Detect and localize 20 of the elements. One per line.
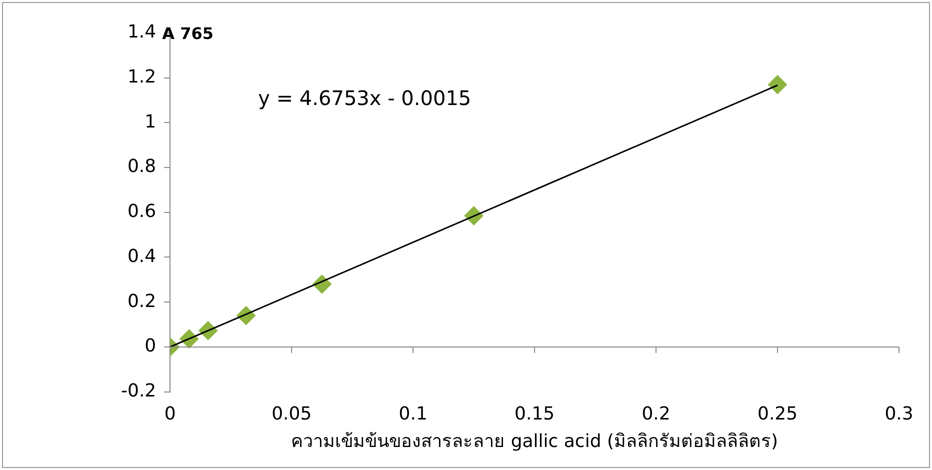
- y-tick-label: 0.4: [127, 246, 156, 267]
- y-tick-label: -0.2: [120, 380, 156, 402]
- y-tick-label: 1: [144, 111, 156, 132]
- x-tick-label: 0.1: [398, 403, 428, 424]
- x-tick-label: 0.25: [757, 403, 798, 424]
- x-axis-title: ความเข้มข้นของสารละลาย gallic acid (มิลลิกรัมต่อมิลลิลิตร): [291, 430, 778, 452]
- y-tick-label: 1.4: [127, 22, 156, 43]
- y-tick-label: 0.6: [127, 201, 156, 222]
- y-tick-label: 0.8: [127, 156, 156, 178]
- y-tick-label: 0: [144, 336, 156, 357]
- annotation: y = 4.6753x - 0.0015: [258, 86, 472, 110]
- y-axis-title: A 765: [162, 24, 214, 44]
- x-tick-label: 0.2: [642, 403, 670, 424]
- x-tick-label: 0.05: [272, 403, 312, 424]
- x-tick-label: 0.3: [884, 403, 914, 424]
- x-tick-label: 0: [164, 403, 176, 424]
- point: [768, 75, 788, 94]
- x-tick-label: 0.15: [514, 403, 555, 424]
- y-tick-label: 0.2: [127, 290, 156, 312]
- y-tick-label: 1.2: [127, 66, 156, 88]
